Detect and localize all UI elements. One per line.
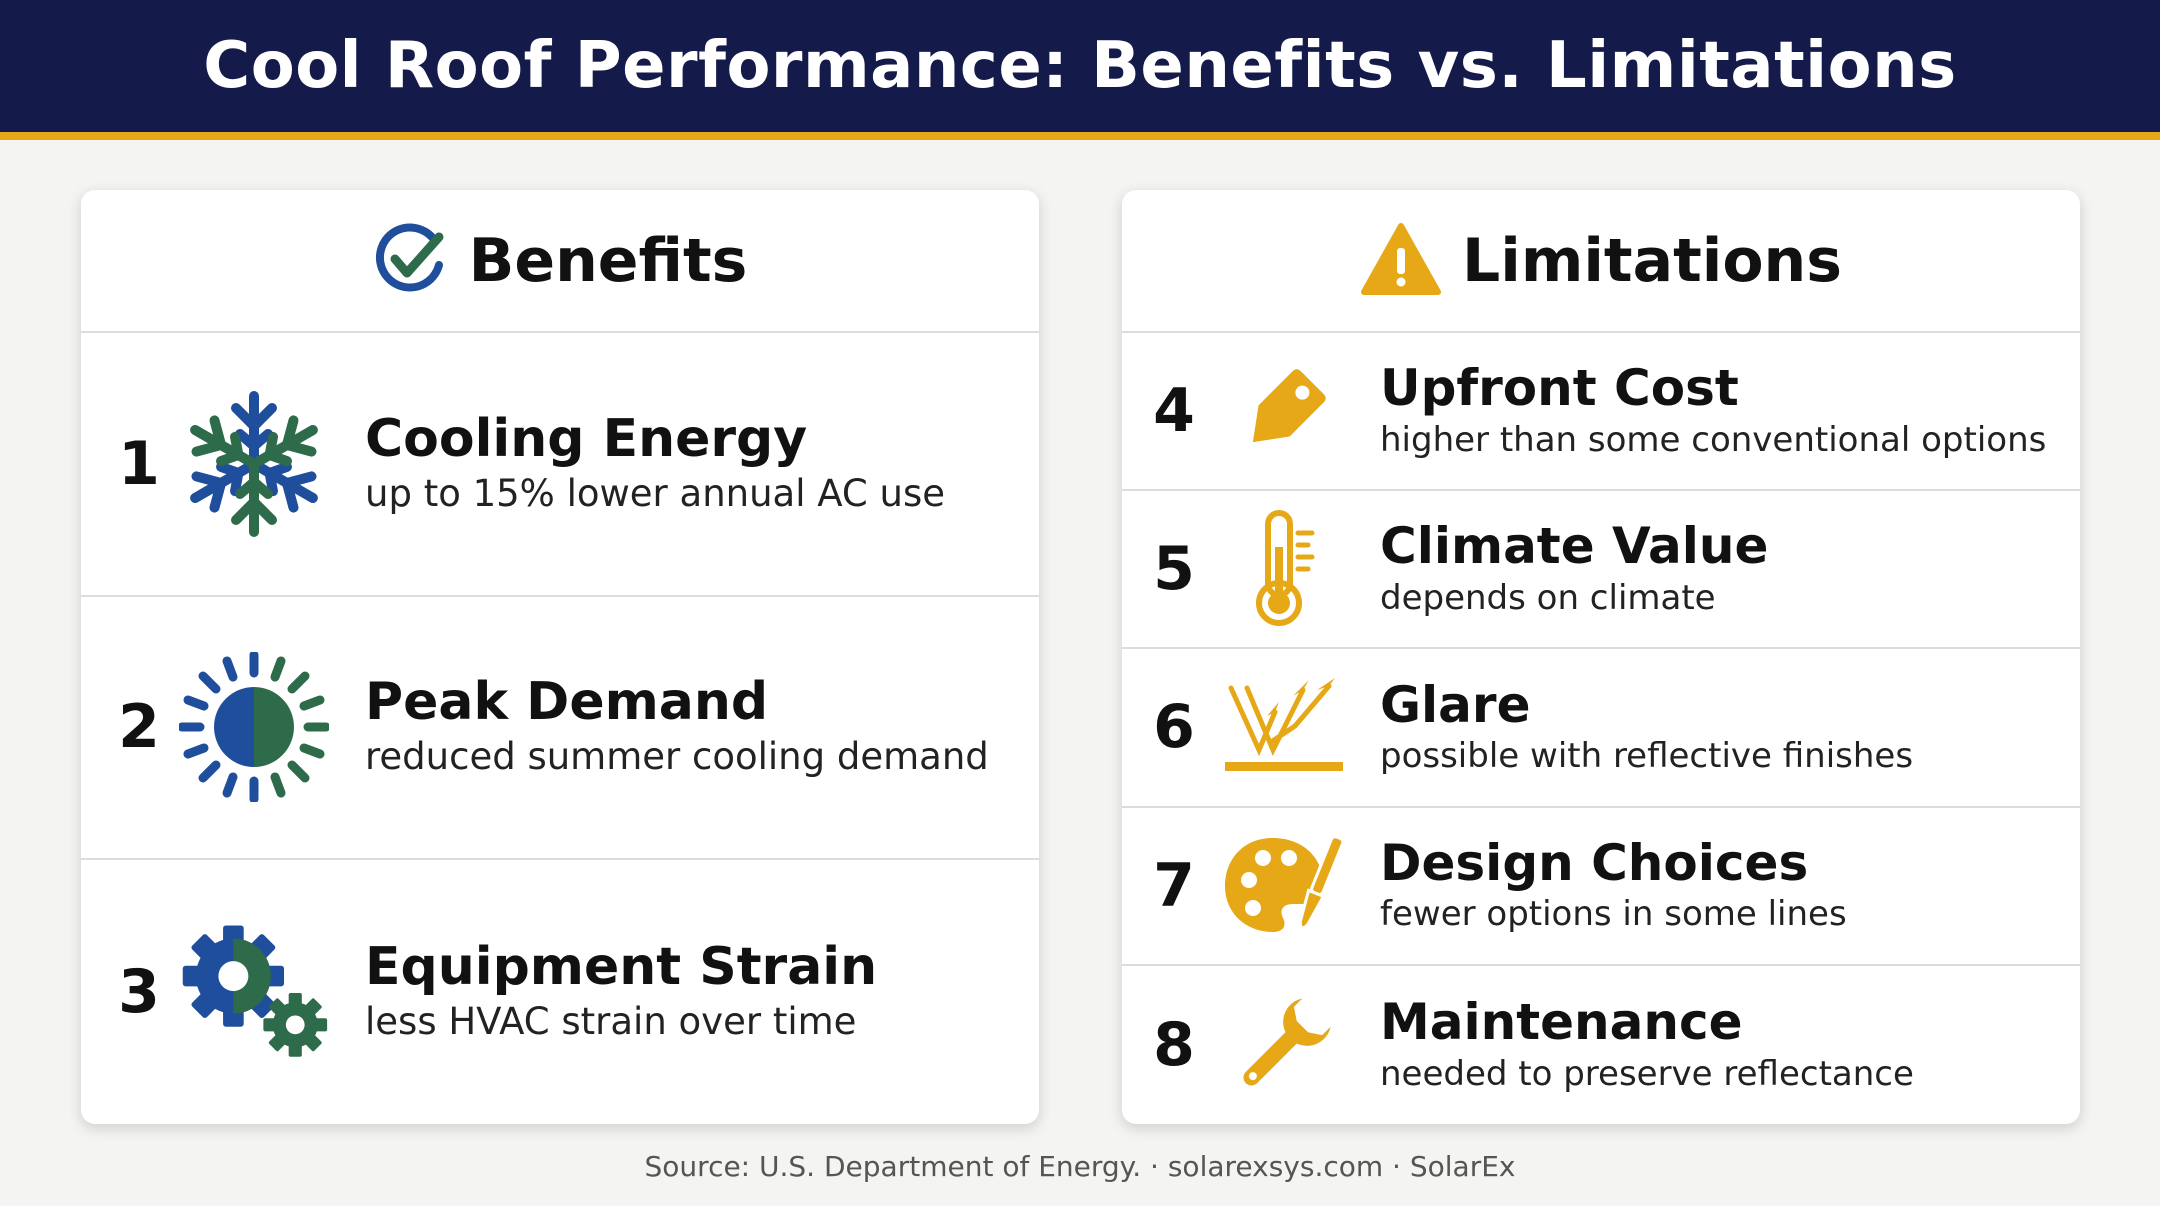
- sun-icon: [179, 652, 329, 803]
- warning-icon: [1360, 222, 1442, 300]
- thermometer-icon: [1214, 504, 1354, 634]
- benefits-header: Benefits: [81, 190, 1039, 333]
- limitation-number: 6: [1153, 692, 1195, 763]
- limitation-desc: possible with reflective finishes: [1380, 736, 1914, 777]
- limitation-number: 7: [1153, 850, 1195, 921]
- limitation-desc: fewer options in some lines: [1380, 894, 1847, 935]
- limitation-title: Climate Value: [1380, 517, 1769, 576]
- header-banner: Cool Roof Performance: Benefits vs. Limi…: [0, 0, 2160, 140]
- limitation-row-8: 8 Maintenance needed to preserve reflect…: [1122, 966, 2080, 1124]
- benefits-panel: Benefits 1 Coo: [81, 190, 1039, 1124]
- limitation-title: Upfront Cost: [1380, 359, 1739, 418]
- limitation-desc: higher than some conventional options: [1380, 419, 2047, 460]
- limitations-heading: Limitations: [1462, 225, 1842, 296]
- benefit-row-3: 3: [81, 860, 1039, 1124]
- benefit-desc: up to 15% lower annual AC use: [365, 471, 946, 515]
- wrench-icon: [1214, 980, 1354, 1110]
- gears-icon: [179, 917, 329, 1067]
- benefit-title: Cooling Energy: [365, 408, 808, 469]
- benefit-number: 3: [118, 956, 160, 1027]
- limitation-row-5: 5 Climate Value depends on climate: [1122, 491, 2080, 650]
- source-footnote: Source: U.S. Department of Energy. · sol…: [644, 1150, 1516, 1183]
- limitation-desc: depends on climate: [1380, 577, 1716, 618]
- limitation-title: Design Choices: [1380, 833, 1809, 892]
- page-title: Cool Roof Performance: Benefits vs. Limi…: [203, 29, 1957, 103]
- limitation-number: 5: [1153, 534, 1195, 605]
- limitation-row-7: 7 Design Choices fewer options in some l…: [1122, 808, 2080, 966]
- limitations-header: Limitations: [1122, 190, 2080, 333]
- benefit-number: 1: [118, 428, 160, 499]
- benefit-row-1: 1 Cooling Energy up: [81, 333, 1039, 597]
- limitation-title: Maintenance: [1380, 993, 1743, 1051]
- limitations-panel: Limitations 4 Upfront Cost higher than s…: [1122, 190, 2080, 1124]
- benefit-row-2: 2: [81, 597, 1039, 861]
- check-circle-icon: [373, 221, 449, 301]
- glare-icon: [1214, 662, 1354, 792]
- benefits-heading: Benefits: [468, 225, 748, 296]
- limitation-row-4: 4 Upfront Cost higher than some conventi…: [1122, 333, 2080, 492]
- benefit-desc: less HVAC strain over time: [365, 999, 857, 1043]
- limitation-row-6: 6 Glare possible with reflective finishe…: [1122, 649, 2080, 808]
- palette-icon: [1214, 821, 1354, 951]
- benefit-title: Equipment Strain: [365, 937, 878, 998]
- snowflake-icon: [179, 389, 329, 539]
- benefit-number: 2: [118, 692, 160, 763]
- limitation-title: Glare: [1380, 675, 1531, 734]
- limitation-number: 4: [1153, 376, 1195, 447]
- price-tag-icon: [1214, 346, 1354, 476]
- limitation-desc: needed to preserve reflectance: [1380, 1053, 1914, 1094]
- benefit-desc: reduced summer cooling demand: [365, 735, 989, 779]
- benefit-title: Peak Demand: [365, 672, 769, 733]
- limitation-number: 8: [1153, 1009, 1195, 1080]
